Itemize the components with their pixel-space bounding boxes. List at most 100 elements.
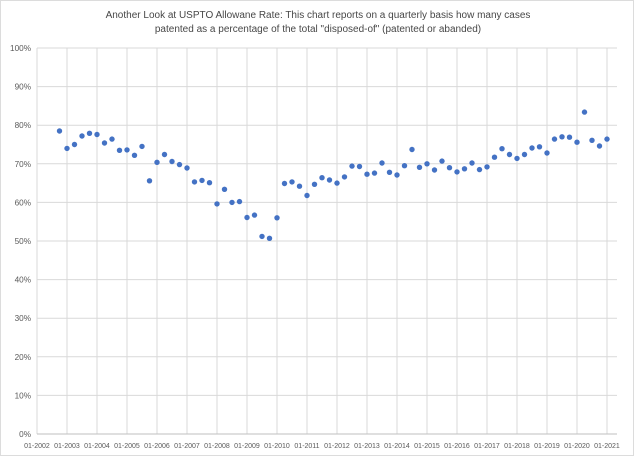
data-point (409, 146, 415, 153)
data-point (424, 161, 430, 167)
data-point (454, 169, 460, 175)
data-point (356, 163, 363, 170)
y-tick-label: 100% (10, 44, 31, 53)
data-point (206, 180, 213, 186)
y-tick-label: 70% (15, 160, 31, 169)
data-point (274, 215, 280, 221)
chart-title-line1: Another Look at USPTO Allowane Rate: Thi… (105, 10, 531, 21)
x-tick-label: 01-2009 (234, 443, 260, 450)
y-tick-label: 20% (15, 353, 31, 362)
x-tick-label: 01-2013 (354, 443, 380, 450)
data-point (236, 198, 243, 205)
data-point (101, 140, 108, 146)
data-point (371, 170, 378, 176)
data-point (596, 143, 603, 149)
data-point (446, 165, 453, 171)
data-point (461, 166, 468, 172)
data-point (311, 181, 318, 187)
x-tick-label: 01-2011 (294, 443, 319, 450)
data-point (514, 155, 520, 162)
x-tick-label: 01-2019 (534, 443, 560, 450)
data-point (64, 145, 70, 152)
x-tick-label: 01-2020 (564, 443, 590, 450)
data-point (566, 134, 573, 140)
y-tick-label: 10% (15, 391, 31, 400)
data-point (244, 214, 250, 221)
x-tick-label: 01-2006 (144, 443, 170, 450)
data-point (349, 163, 355, 169)
data-point (139, 143, 145, 150)
x-tick-label: 01-2004 (84, 443, 110, 450)
x-tick-label: 01-2005 (114, 443, 140, 450)
x-tick-label: 01-2010 (264, 443, 290, 450)
x-tick-label: 01-2021 (594, 443, 620, 450)
x-tick-label: 01-2012 (324, 443, 350, 450)
data-point (604, 136, 610, 142)
data-point (431, 167, 438, 173)
x-tick-label: 01-2015 (414, 443, 440, 450)
data-point (469, 160, 475, 166)
data-point (326, 177, 333, 183)
data-point (169, 158, 175, 165)
data-point (304, 192, 310, 199)
data-point (191, 179, 198, 185)
data-point (334, 180, 340, 186)
data-point (176, 161, 183, 168)
y-tick-label: 80% (15, 121, 31, 130)
data-point (86, 130, 93, 136)
y-tick-label: 90% (15, 83, 31, 92)
data-point (154, 159, 160, 165)
y-tick-label: 50% (15, 237, 31, 246)
data-point (266, 235, 273, 241)
y-tick-label: 30% (15, 314, 31, 323)
data-point (161, 151, 168, 158)
data-point (364, 171, 370, 177)
data-point (131, 152, 138, 158)
chart-title-line2: patented as a percentage of the total "d… (154, 24, 482, 35)
x-tick-label: 01-2007 (174, 443, 200, 450)
data-point (506, 151, 513, 158)
data-point (491, 154, 498, 160)
data-point (259, 233, 265, 240)
data-point (251, 212, 258, 218)
data-point (536, 144, 543, 150)
data-point (124, 147, 130, 153)
data-point (71, 141, 78, 148)
y-tick-label: 0% (19, 430, 31, 439)
data-point (221, 186, 228, 192)
x-tick-label: 01-2016 (444, 443, 470, 450)
data-point (559, 134, 565, 140)
data-point (589, 137, 595, 143)
data-point (296, 183, 303, 189)
x-tick-label: 01-2018 (504, 443, 530, 450)
data-point (416, 164, 423, 170)
data-point (289, 179, 295, 185)
data-point (386, 169, 393, 175)
data-point (229, 199, 235, 206)
data-point (116, 147, 123, 153)
x-tick-label: 01-2014 (384, 443, 410, 450)
data-point (394, 172, 400, 178)
data-point (484, 164, 490, 170)
data-point (379, 160, 385, 166)
y-tick-label: 40% (15, 276, 31, 285)
data-point (574, 139, 580, 145)
data-point (521, 151, 528, 158)
data-point (499, 146, 505, 152)
data-point (544, 150, 550, 156)
data-point (319, 175, 325, 181)
data-point (214, 201, 220, 207)
y-tick-label: 60% (15, 198, 31, 207)
x-tick-label: 01-2002 (24, 443, 50, 450)
data-point (56, 128, 63, 134)
data-point (581, 109, 588, 115)
data-point (281, 180, 288, 187)
data-point (79, 133, 85, 139)
data-point (199, 177, 205, 184)
data-point (341, 174, 348, 180)
data-point (439, 158, 445, 164)
data-point (184, 165, 190, 171)
chart-title: Another Look at USPTO Allowane Rate: Thi… (1, 9, 633, 37)
data-point (401, 163, 408, 169)
